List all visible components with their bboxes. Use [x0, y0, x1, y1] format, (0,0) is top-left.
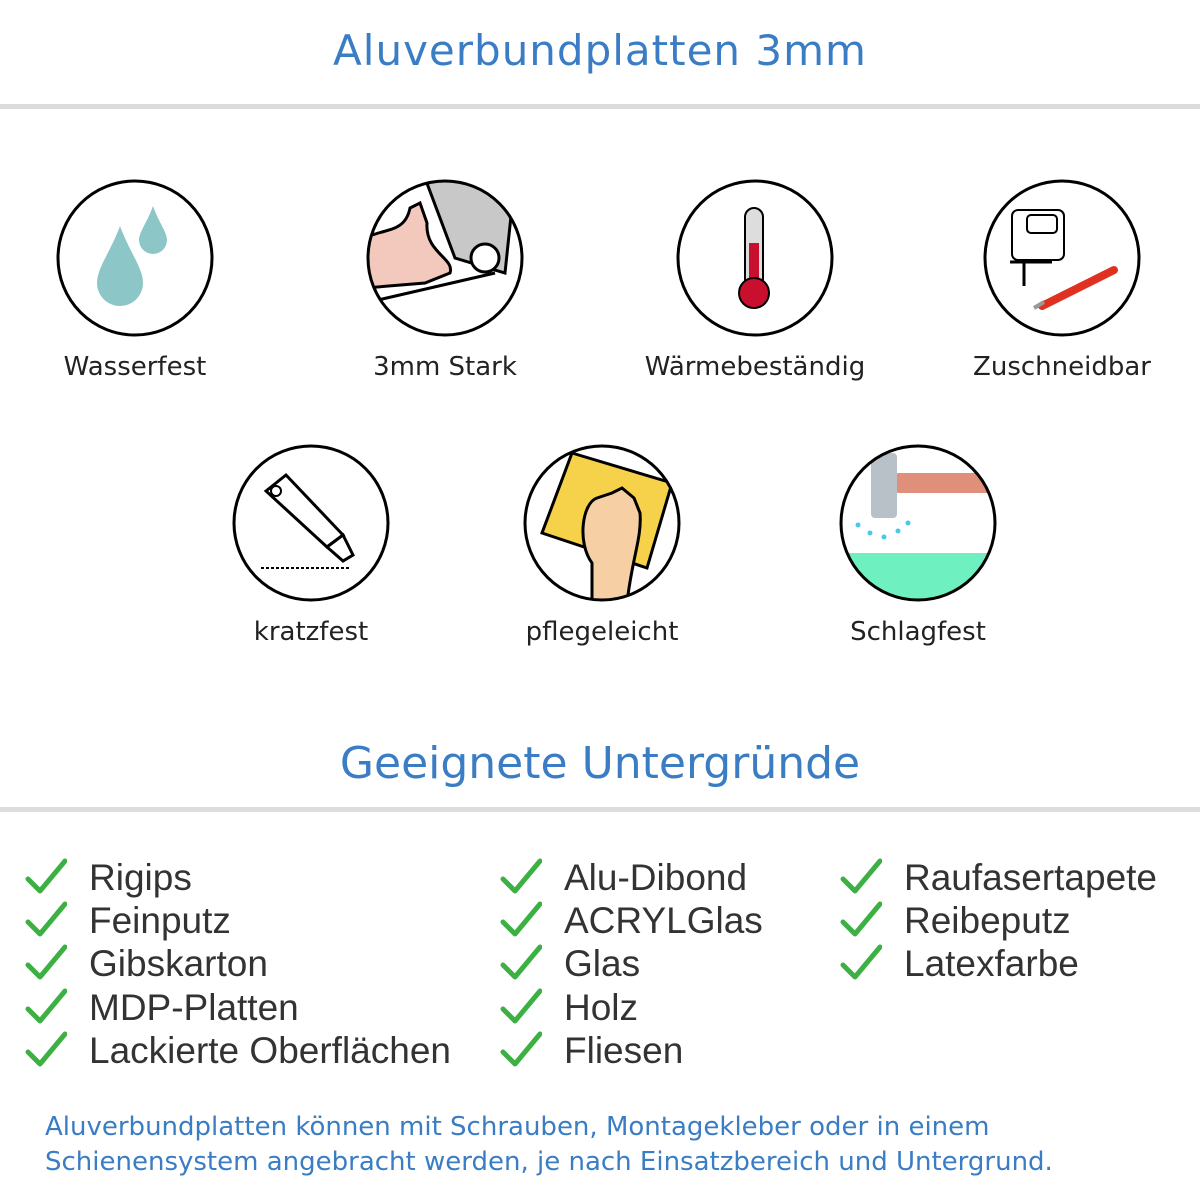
- mounting-note: Aluverbundplatten können mit Schrauben, …: [45, 1110, 1195, 1180]
- checkmark-icon: [500, 988, 542, 1023]
- surface-item: ACRYLGlas: [500, 899, 763, 942]
- thermometer-icon: [676, 179, 834, 337]
- surface-item: Raufasertapete: [840, 856, 1157, 899]
- feature-schlagfest: Schlagfest: [768, 443, 1068, 647]
- checkmark-icon: [500, 901, 542, 936]
- hand-sponge-icon: [523, 444, 681, 602]
- note-line: Schienensystem angebracht werden, je nac…: [45, 1147, 1053, 1177]
- divider: [0, 807, 1200, 812]
- section-title: Geeignete Untergründe: [339, 738, 861, 789]
- surface-label: Latexfarbe: [904, 942, 1079, 984]
- surface-label: Glas: [564, 942, 641, 984]
- surface-item: Fliesen: [500, 1029, 683, 1072]
- checkmark-icon: [500, 1031, 542, 1066]
- surface-label: Rigips: [89, 856, 192, 898]
- feature-wasserfest: Wasserfest: [0, 178, 285, 382]
- surface-item: Rigips: [25, 856, 192, 899]
- surface-item: Latexfarbe: [840, 942, 1079, 985]
- feature-label: 3mm Stark: [373, 352, 517, 382]
- feature-pflegeleicht: pflegeleicht: [452, 443, 752, 647]
- feature-kratzfest: kratzfest: [161, 443, 461, 647]
- checkmark-icon: [840, 944, 882, 979]
- note-line: Aluverbundplatten können mit Schrauben, …: [45, 1112, 990, 1142]
- surface-label: ACRYLGlas: [564, 899, 763, 941]
- feature-label: Schlagfest: [850, 617, 986, 647]
- water-drops-icon: [56, 179, 214, 337]
- checkmark-icon: [25, 901, 67, 936]
- feature-label: Zuschneidbar: [973, 352, 1151, 382]
- divider: [0, 104, 1200, 109]
- surface-label: Alu-Dibond: [564, 856, 748, 898]
- surface-item: MDP-Platten: [25, 986, 299, 1029]
- feature-label: Wärmebeständig: [644, 352, 866, 382]
- surface-item: Reibeputz: [840, 899, 1071, 942]
- checkmark-icon: [25, 988, 67, 1023]
- feature-label: Wasserfest: [63, 352, 207, 382]
- surface-label: Feinputz: [89, 899, 231, 941]
- surface-label: Gibskarton: [89, 942, 268, 984]
- feature-label: pflegeleicht: [525, 617, 679, 647]
- surface-label: Lackierte Oberflächen: [89, 1029, 451, 1071]
- feature-label: kratzfest: [253, 617, 369, 647]
- box-cutter-icon: [232, 444, 390, 602]
- hammer-icon: [839, 444, 997, 602]
- checkmark-icon: [500, 944, 542, 979]
- surface-label: Reibeputz: [904, 899, 1071, 941]
- feature-3mm-stark: 3mm Stark: [295, 178, 595, 382]
- checkmark-icon: [25, 1031, 67, 1066]
- surface-item: Holz: [500, 986, 638, 1029]
- surface-item: Lackierte Oberflächen: [25, 1029, 451, 1072]
- surface-item: Feinputz: [25, 899, 231, 942]
- checkmark-icon: [840, 858, 882, 893]
- checkmark-icon: [25, 944, 67, 979]
- surface-label: Raufasertapete: [904, 856, 1158, 898]
- surface-label: Fliesen: [564, 1029, 684, 1071]
- feature-zuschneidbar: Zuschneidbar: [912, 178, 1200, 382]
- feature-waermebestaendig: Wärmebeständig: [605, 178, 905, 382]
- checkmark-icon: [500, 858, 542, 893]
- surface-item: Gibskarton: [25, 942, 268, 985]
- checkmark-icon: [25, 858, 67, 893]
- surface-label: MDP-Platten: [89, 986, 299, 1028]
- surface-label: Holz: [564, 986, 639, 1028]
- surface-item: Alu-Dibond: [500, 856, 747, 899]
- strong-arm-icon: [366, 179, 524, 337]
- jigsaw-cutter-icon: [983, 179, 1141, 337]
- surface-item: Glas: [500, 942, 640, 985]
- page-title: Aluverbundplatten 3mm: [333, 26, 867, 75]
- checkmark-icon: [840, 901, 882, 936]
